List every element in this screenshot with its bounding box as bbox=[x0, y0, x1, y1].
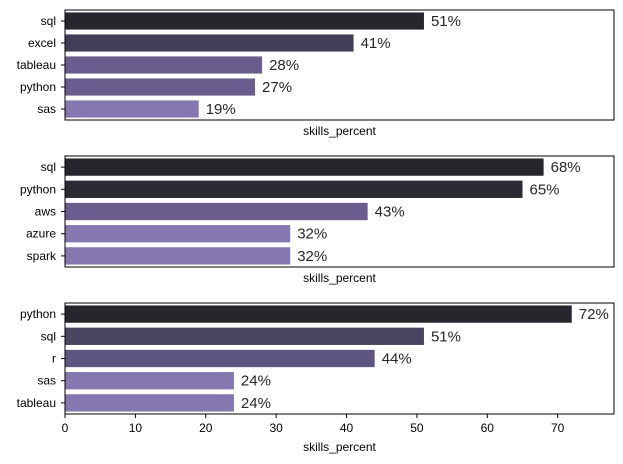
bar-azure bbox=[65, 225, 291, 243]
data-label-excel: 41% bbox=[361, 35, 391, 52]
bar-spark bbox=[65, 247, 291, 265]
x-tick-label: 40 bbox=[340, 421, 354, 435]
x-tick-label: 50 bbox=[410, 421, 424, 435]
bar-python bbox=[65, 180, 523, 198]
bar-sql bbox=[65, 158, 544, 176]
x-tick-label: 30 bbox=[269, 421, 283, 435]
y-tick-label-python: python bbox=[20, 182, 56, 196]
y-tick-label-spark: spark bbox=[27, 249, 57, 263]
x-axis-label: skills_percent bbox=[303, 271, 376, 285]
axes-frame bbox=[64, 155, 615, 268]
x-tick-label: 10 bbox=[129, 421, 143, 435]
y-tick-label-tableau: tableau bbox=[17, 396, 56, 410]
y-tick-label-sas: sas bbox=[37, 374, 56, 388]
data-label-sql: 68% bbox=[551, 159, 581, 176]
bar-sas bbox=[65, 372, 234, 390]
y-tick-label-sas: sas bbox=[37, 102, 56, 116]
bar-excel bbox=[65, 34, 354, 52]
bar-tableau bbox=[65, 56, 263, 74]
y-tick-label-r: r bbox=[52, 352, 56, 366]
y-tick-label-azure: azure bbox=[26, 227, 56, 241]
y-tick-label-aws: aws bbox=[35, 205, 56, 219]
data-label-tableau: 24% bbox=[241, 395, 271, 412]
bar-r bbox=[65, 349, 375, 368]
data-label-sas: 19% bbox=[206, 101, 236, 118]
y-tick-label-python: python bbox=[20, 80, 56, 94]
x-tick-label: 20 bbox=[199, 421, 213, 435]
x-axis-label: skills_percent bbox=[303, 124, 376, 138]
x-tick-label: 70 bbox=[551, 421, 565, 435]
y-tick-label-excel: excel bbox=[28, 36, 56, 50]
data-label-r: 44% bbox=[382, 351, 412, 368]
data-label-sql: 51% bbox=[431, 328, 461, 345]
data-label-python: 72% bbox=[579, 306, 609, 323]
y-tick-label-tableau: tableau bbox=[17, 58, 56, 72]
y-tick-label-sql: sql bbox=[41, 160, 56, 174]
bar-sql bbox=[65, 12, 424, 30]
data-label-sql: 51% bbox=[431, 13, 461, 30]
axes-frame bbox=[64, 9, 615, 121]
chart-panel-2: sql 68% python 65% aws 43% azure 32% spark 32% ski… bbox=[20, 155, 615, 285]
y-tick-label-sql: sql bbox=[41, 329, 56, 343]
bar-aws bbox=[65, 202, 368, 221]
x-tick-label: 0 bbox=[62, 421, 69, 435]
data-label-spark: 32% bbox=[297, 248, 327, 265]
y-tick-label-python: python bbox=[20, 307, 56, 321]
chart-panel-1: sql 51% excel 41% tableau 28% python 27% sas 19% s… bbox=[17, 9, 615, 138]
y-tick-label-sql: sql bbox=[41, 14, 56, 28]
bar-sas bbox=[65, 100, 199, 118]
data-label-azure: 32% bbox=[297, 226, 327, 243]
x-tick-label: 60 bbox=[481, 421, 495, 435]
x-axis-label: skills_percent bbox=[303, 440, 376, 454]
bar-python bbox=[65, 78, 256, 96]
data-label-aws: 43% bbox=[375, 204, 405, 221]
data-label-sas: 24% bbox=[241, 373, 271, 390]
bar-python bbox=[65, 305, 572, 323]
data-label-python: 27% bbox=[262, 79, 292, 96]
data-label-python: 65% bbox=[530, 181, 560, 198]
axes-frame bbox=[64, 302, 615, 415]
bar-sql bbox=[65, 327, 424, 345]
chart-panel-3: python 72% sql 51% r 44% sas 24% tableau 24% 0 10 20… bbox=[17, 302, 615, 454]
bar-tableau bbox=[65, 394, 234, 412]
data-label-tableau: 28% bbox=[269, 57, 299, 74]
